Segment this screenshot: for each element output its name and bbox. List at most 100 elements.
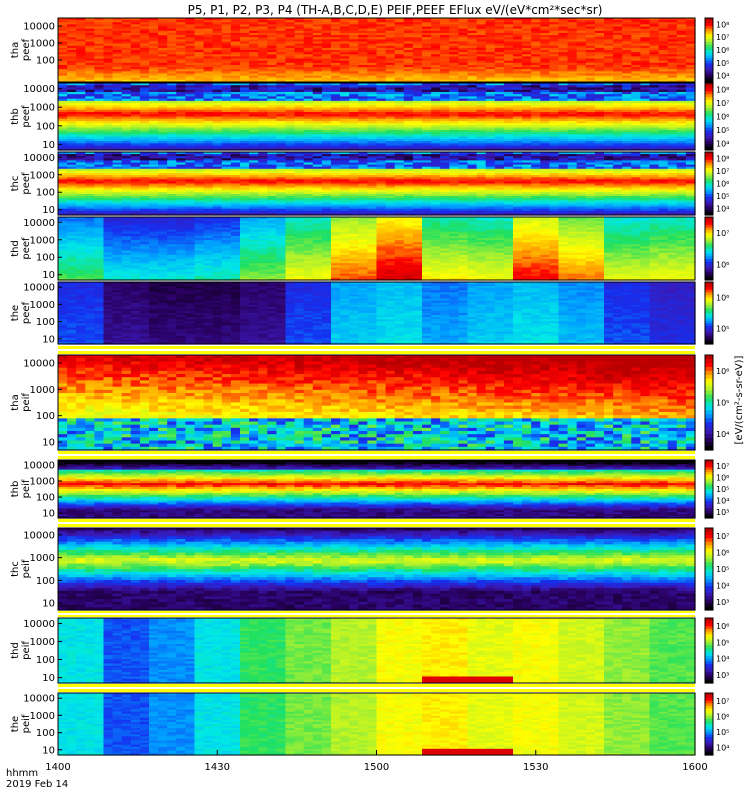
heatmap-cell [503, 43, 514, 47]
heatmap-cell [358, 41, 368, 45]
heatmap-cell [503, 58, 514, 62]
heatmap-cell [331, 52, 341, 55]
heatmap-cell [276, 56, 287, 60]
heatmap-cell [130, 35, 141, 38]
heatmap-cell [67, 52, 77, 55]
heatmap-cell [549, 20, 560, 23]
heatmap-cell [249, 79, 259, 83]
heatmap-cell [230, 32, 241, 36]
heatmap-cell [58, 73, 68, 77]
heatmap-cell [258, 67, 268, 70]
heatmap-cell [531, 69, 541, 72]
heatmap-cell [176, 62, 186, 66]
heatmap-cell [403, 60, 414, 64]
y-tick-label: 10000 [23, 22, 55, 33]
heatmap-cell [340, 52, 350, 55]
heatmap-cell [340, 77, 350, 81]
heatmap-cell [467, 79, 478, 83]
heatmap-cell [494, 60, 505, 64]
heatmap-cell [276, 64, 287, 68]
heatmap-cell [385, 79, 396, 83]
heatmap-cell [440, 28, 450, 32]
heatmap-cell [58, 22, 68, 25]
heatmap-cell [212, 79, 223, 83]
heatmap-cell [376, 71, 387, 75]
heatmap-cell [458, 73, 469, 77]
heatmap-cell [258, 28, 268, 32]
heatmap-cell [349, 69, 359, 72]
heatmap-cell [331, 75, 341, 79]
heatmap-cell [267, 60, 277, 64]
heatmap-cell [276, 58, 287, 62]
heatmap-cell [321, 60, 332, 64]
heatmap-cell [513, 62, 523, 66]
heatmap-cell [403, 43, 414, 47]
heatmap-cell [303, 60, 314, 64]
heatmap-cell [513, 28, 523, 32]
heatmap-cell [522, 18, 532, 21]
heatmap-cell [94, 18, 105, 21]
heatmap-cell [185, 22, 196, 25]
heatmap-cell [385, 35, 396, 38]
heatmap-cell [221, 52, 232, 55]
heatmap-cell [467, 56, 478, 60]
heatmap-cell [303, 26, 314, 30]
heatmap-cell [94, 77, 105, 81]
heatmap-cell [67, 26, 77, 30]
heatmap-cell [449, 43, 459, 47]
heatmap-cell [203, 60, 214, 64]
heatmap-cell [249, 62, 259, 66]
heatmap-cell [522, 54, 532, 57]
heatmap-cell [194, 52, 205, 55]
heatmap-cell [249, 56, 259, 60]
heatmap-cell [285, 37, 296, 40]
heatmap-cell [531, 26, 541, 30]
heatmap-cell [76, 43, 86, 47]
heatmap-cell [185, 58, 196, 62]
heatmap-cell [431, 24, 441, 28]
heatmap-cell [212, 43, 223, 47]
heatmap-cell [303, 79, 314, 83]
heatmap-cell [121, 77, 132, 81]
heatmap-cell [349, 47, 359, 51]
heatmap-cell [194, 54, 205, 57]
heatmap-cell [185, 64, 196, 68]
heatmap-cell [121, 28, 132, 32]
heatmap-cell [312, 22, 323, 25]
heatmap-cell [185, 43, 196, 47]
heatmap-cell [440, 60, 450, 64]
heatmap-cell [494, 79, 505, 83]
heatmap-cell [149, 22, 159, 25]
heatmap-cell [358, 62, 368, 66]
heatmap-cell [176, 79, 186, 83]
heatmap-cell [94, 41, 105, 45]
heatmap-cell [485, 45, 496, 49]
heatmap-cell [130, 18, 141, 21]
heatmap-cell [358, 58, 368, 62]
heatmap-cell [130, 54, 141, 57]
heatmap-cell [422, 18, 432, 21]
heatmap-cell [376, 64, 387, 68]
heatmap-cell [476, 18, 487, 21]
heatmap-cell [358, 24, 368, 28]
heatmap-cell [240, 52, 250, 55]
heatmap-cell [513, 43, 523, 47]
heatmap-cell [358, 64, 368, 68]
heatmap-cell [212, 69, 223, 72]
heatmap-cell [422, 62, 432, 66]
heatmap-cell [212, 30, 223, 34]
heatmap-cell [103, 67, 114, 70]
heatmap-cell [67, 67, 77, 70]
heatmap-cell [467, 20, 478, 23]
heatmap-cell [522, 58, 532, 62]
heatmap-cell [449, 71, 459, 75]
heatmap-cell [513, 47, 523, 51]
heatmap-cell [139, 35, 150, 38]
heatmap-cell [221, 50, 232, 53]
heatmap-cell [194, 45, 205, 49]
heatmap-cell [258, 43, 268, 47]
heatmap-cell [212, 28, 223, 32]
heatmap-cell [249, 45, 259, 49]
heatmap-cell [403, 24, 414, 28]
heatmap-cell [139, 67, 150, 70]
